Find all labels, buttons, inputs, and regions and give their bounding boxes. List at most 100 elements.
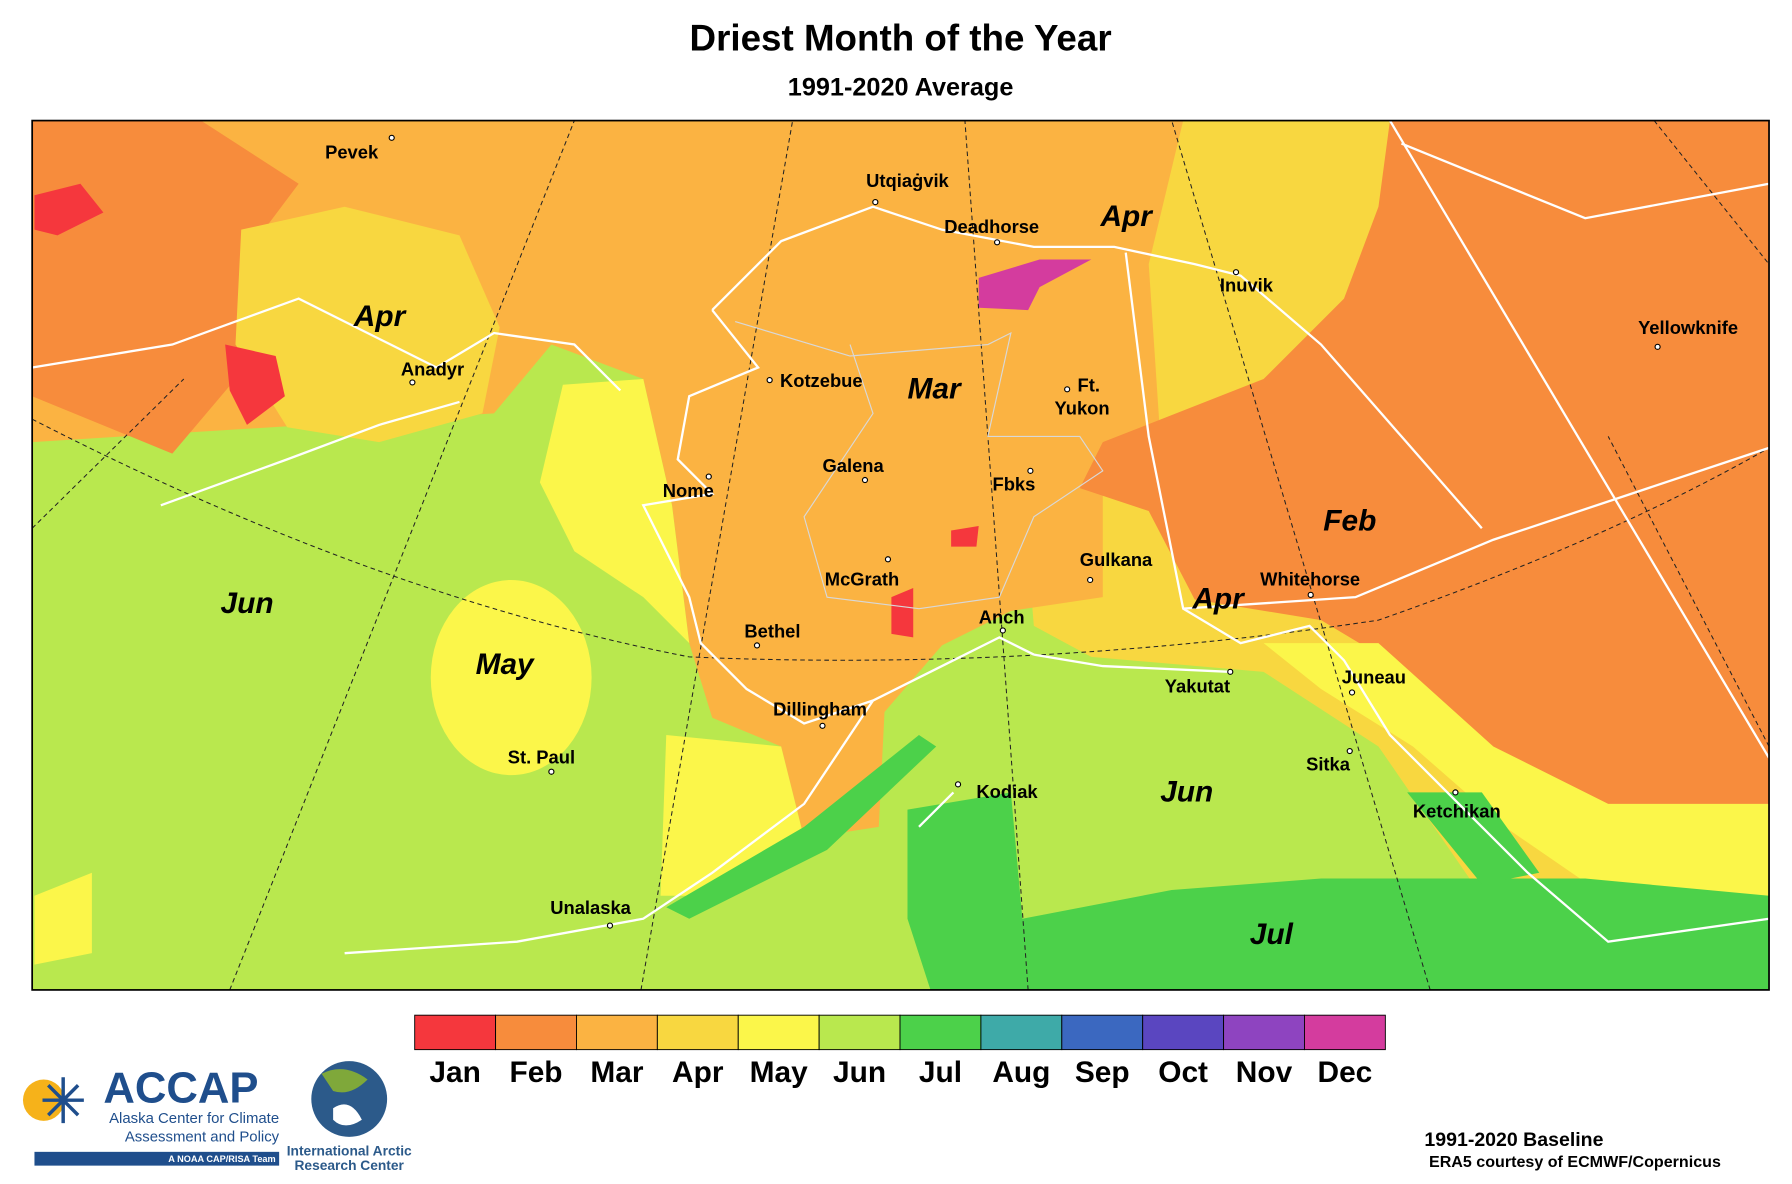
place-label: Bethel <box>744 620 800 641</box>
credit: ERA5 courtesy of ECMWF/Copernicus <box>1429 1153 1721 1171</box>
region-jul-southeast <box>1407 792 1540 885</box>
legend-swatch <box>1142 1014 1225 1051</box>
legend-label: Mar <box>590 1056 643 1089</box>
place-dot <box>1348 689 1356 696</box>
subtitle: 1991-2020 Average <box>788 73 1014 101</box>
place-label: Anch <box>979 607 1025 628</box>
legend-label: Aug <box>992 1056 1050 1089</box>
accap-bar <box>34 1151 280 1166</box>
place-dot <box>409 379 416 386</box>
place-label: Ft. <box>1077 375 1099 396</box>
place-label: Kodiak <box>976 781 1038 802</box>
place-label: Inuvik <box>1220 275 1274 296</box>
accap-logo: ACCAP Alaska Center for Climate Assessme… <box>22 1063 280 1166</box>
place-dot <box>1227 668 1234 675</box>
place-label: Fbks <box>992 473 1035 494</box>
accap-name: Alaska Center for Climate <box>109 1110 279 1127</box>
iarc-logo: International Arctic Research Center <box>287 1061 412 1173</box>
region-may-coast <box>539 378 690 644</box>
region-label: Apr <box>1191 583 1245 616</box>
place-dot <box>1087 576 1094 584</box>
legend-label: Jan <box>429 1056 480 1089</box>
region-labels: Apr Apr Mar Feb Apr Jun May Jun Jul <box>221 200 1377 951</box>
title: Driest Month of the Year <box>690 18 1112 59</box>
place-dot <box>1654 343 1661 350</box>
legend-swatch <box>980 1014 1063 1051</box>
legend: Jan Feb Mar Apr May Jun Jul Aug Sep Oct Nov Dec <box>414 1014 1386 1089</box>
legend-label: Jul <box>919 1056 962 1089</box>
place-dot <box>766 377 773 384</box>
globe-land <box>321 1069 368 1093</box>
legend-swatch <box>414 1014 497 1051</box>
place-label: Yellowknife <box>1638 317 1738 338</box>
region-label: Jul <box>1250 918 1294 951</box>
region-jan-3 <box>891 587 914 638</box>
region-jul <box>907 792 1770 990</box>
legend-label: Oct <box>1158 1056 1208 1089</box>
region-may-west <box>34 872 92 965</box>
region-label: May <box>476 648 535 681</box>
place-label: Juneau <box>1342 666 1406 687</box>
place-dot <box>753 642 761 649</box>
accap-name: Assessment and Policy <box>125 1129 280 1146</box>
place-dot <box>954 781 962 788</box>
place-label: Yukon <box>1055 398 1110 419</box>
legend-label: Nov <box>1236 1056 1293 1089</box>
globe-bear <box>333 1104 362 1126</box>
place-dot <box>884 556 892 563</box>
place-dot <box>1027 467 1034 474</box>
region-label: Jun <box>221 587 274 620</box>
place-label: Utqiaġvik <box>866 170 949 191</box>
accap-tag: A NOAA CAP/RISA Team <box>168 1154 275 1164</box>
region-may-gulf <box>1263 643 1770 896</box>
baseline: 1991-2020 Baseline <box>1424 1129 1603 1151</box>
place-label: McGrath <box>825 569 899 590</box>
legend-swatch <box>576 1014 658 1051</box>
region-label: Feb <box>1323 505 1376 538</box>
place-label: Gulkana <box>1080 549 1153 570</box>
place-dot <box>1232 269 1240 276</box>
legend-swatch <box>818 1014 901 1051</box>
place-dot <box>819 722 826 729</box>
legend-label: Apr <box>672 1056 724 1089</box>
place-label: Ketchikan <box>1413 801 1501 822</box>
region-label: Apr <box>1099 200 1153 233</box>
region-may-sea <box>430 579 592 776</box>
region-label: Apr <box>353 300 407 333</box>
region-label: Jun <box>1160 776 1213 809</box>
place-label: Deadhorse <box>944 216 1039 237</box>
boundary <box>735 321 1104 610</box>
place-dot <box>1307 591 1314 598</box>
place-dot <box>548 768 555 775</box>
region-apr-chukotka <box>235 206 500 443</box>
places: Pevek Utqiaġvik Deadhorse Inuvik Yellowknife… <box>325 134 1738 929</box>
place-label: Whitehorse <box>1260 569 1360 590</box>
iarc-name: International Arctic <box>287 1143 412 1158</box>
map-frame <box>31 119 1770 991</box>
place-label: Dillingham <box>773 698 867 719</box>
snowflake-icon <box>42 1077 84 1124</box>
place-dot <box>861 476 869 484</box>
place-dot <box>606 922 614 929</box>
place-label: Nome <box>663 480 714 501</box>
place-dot <box>872 199 879 206</box>
place-dot <box>705 473 712 480</box>
place-label: Galena <box>822 455 884 476</box>
legend-swatch <box>1223 1014 1305 1051</box>
place-label: St. Paul <box>508 747 575 768</box>
place-label: Yakutat <box>1165 675 1230 696</box>
legend-label: Feb <box>509 1056 562 1089</box>
place-label: Anadyr <box>401 359 464 380</box>
graticule <box>32 120 1770 990</box>
place-dot <box>1064 386 1071 393</box>
place-label: Sitka <box>1306 754 1351 775</box>
region-dec <box>978 259 1092 311</box>
border <box>1388 120 1770 759</box>
legend-label: May <box>750 1056 808 1089</box>
region-jan-2 <box>34 183 104 236</box>
place-dot <box>999 627 1006 634</box>
legend-label: Sep <box>1075 1056 1130 1089</box>
accap-title: ACCAP <box>103 1063 258 1112</box>
